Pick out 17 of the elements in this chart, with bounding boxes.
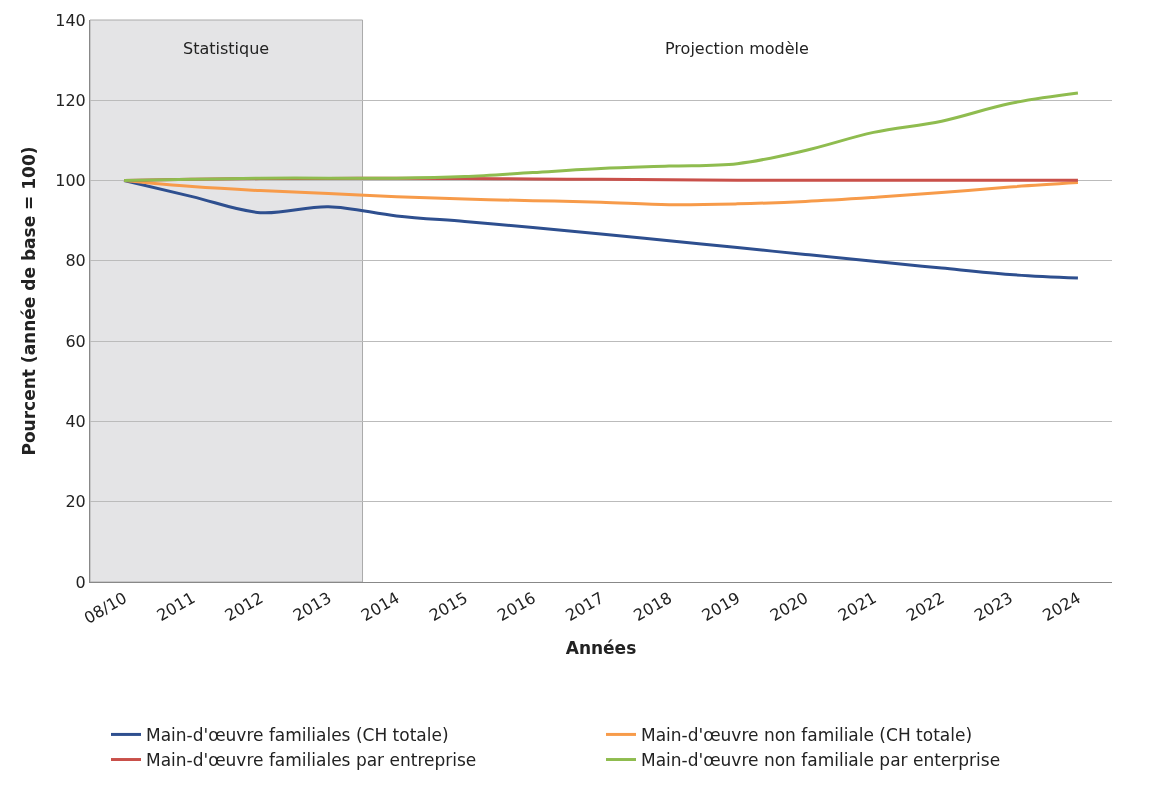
y-tick-label: 100	[55, 171, 86, 191]
y-tick-label: 80	[65, 251, 86, 271]
y-tick-label: 0	[75, 572, 86, 592]
y-tick-label: 60	[65, 331, 86, 351]
annotation: Projection modèle	[665, 39, 809, 58]
y-tick-label: 120	[55, 90, 86, 110]
legend-label: Main-d'œuvre familiales par entreprise	[146, 750, 477, 771]
legend-label: Main-d'œuvre familiales (CH totale)	[146, 725, 449, 746]
line-series	[122, 91, 1080, 183]
legend-label: Main-d'œuvre non familiale par enterprise	[641, 750, 1001, 771]
y-tick-label: 20	[65, 492, 86, 512]
legend-label: Main-d'œuvre non familiale (CH totale)	[641, 725, 973, 746]
band-label: Statistique	[183, 39, 270, 58]
x-axis-title: Années	[565, 638, 637, 659]
y-tick-label: 140	[55, 10, 86, 30]
y-tick-label: 40	[65, 412, 86, 432]
y-axis-title: Pourcent (année de base = 100)	[18, 146, 39, 456]
